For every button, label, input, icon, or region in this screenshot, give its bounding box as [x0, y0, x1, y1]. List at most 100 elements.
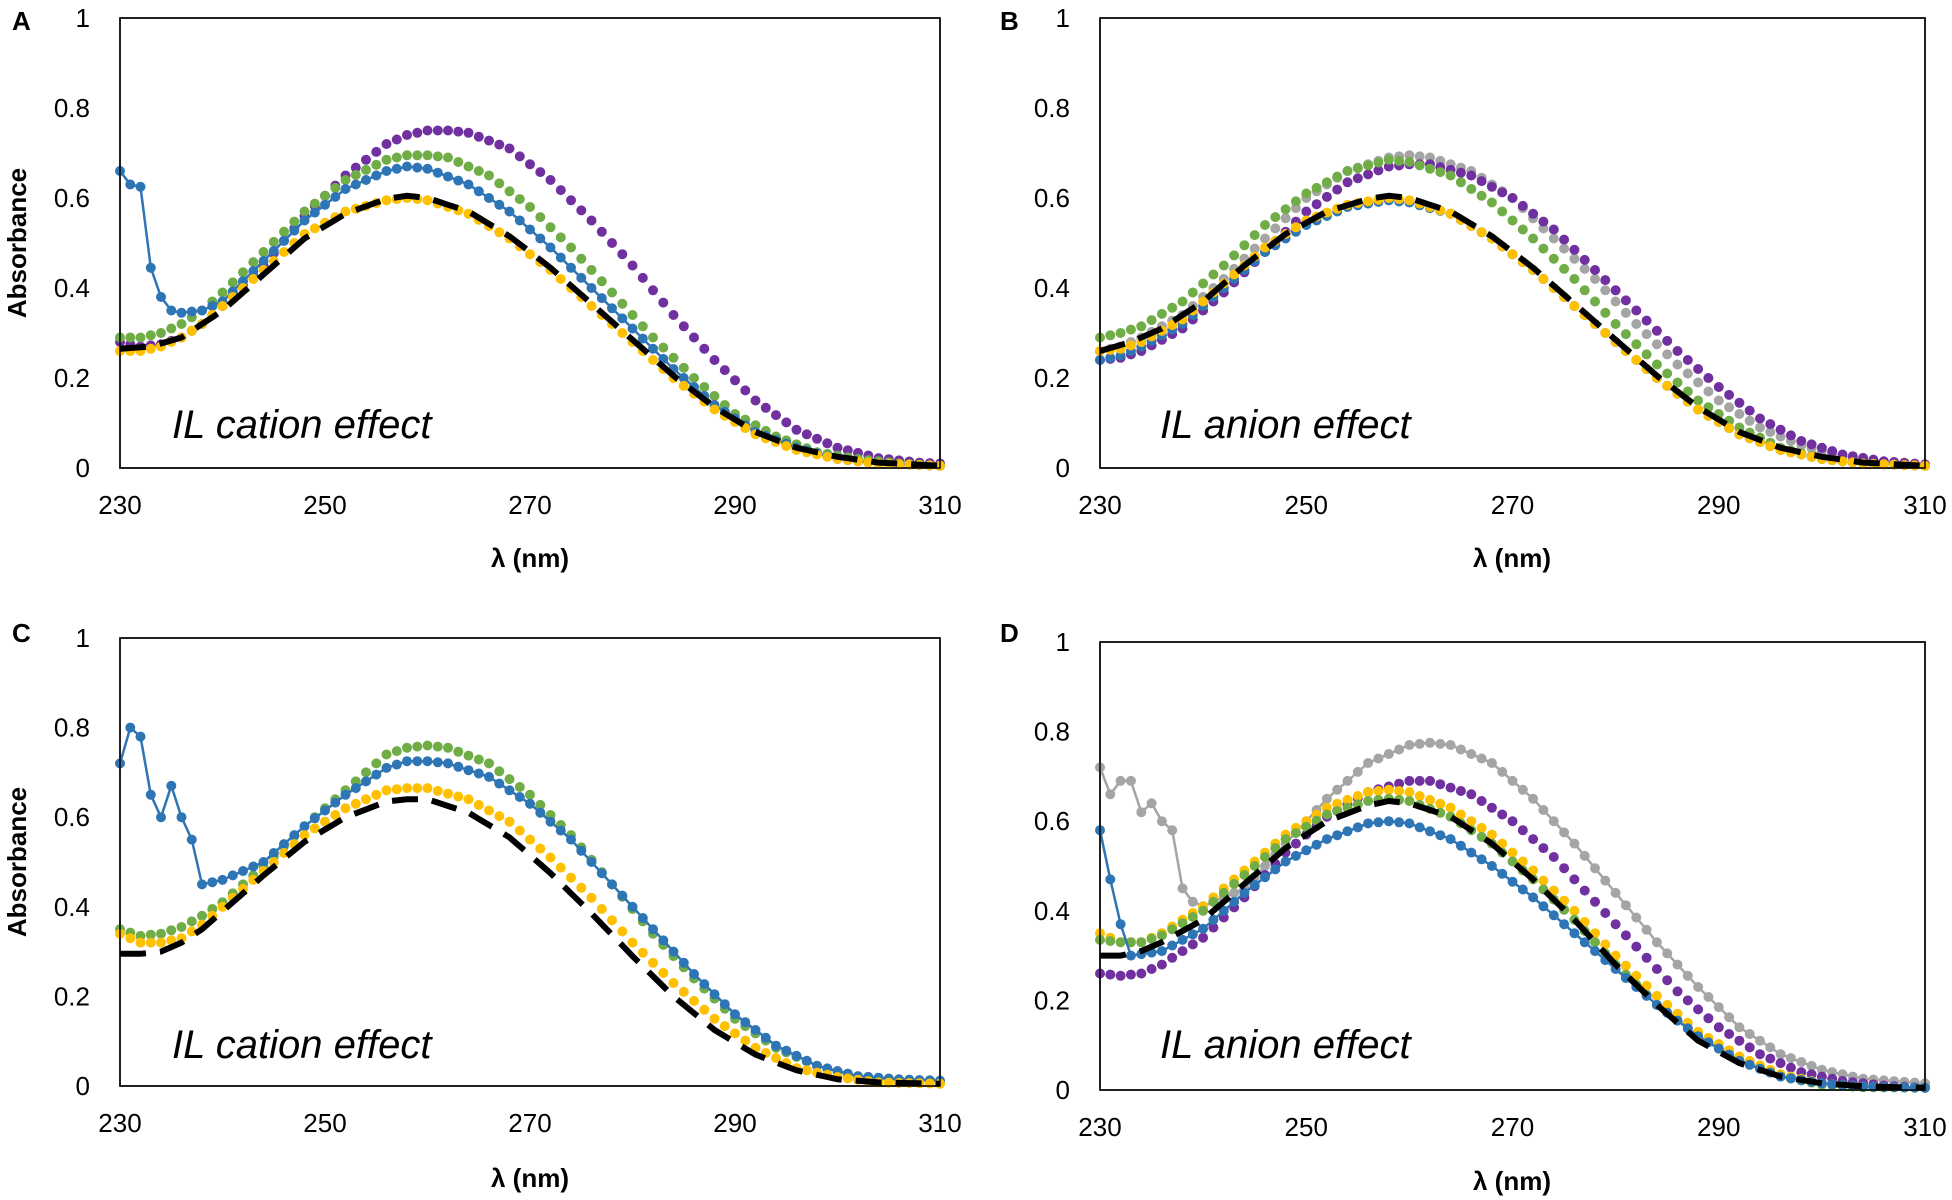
panel-b-purple-point [1662, 335, 1673, 346]
panel-b-x-ticks: 230 250 270 290 310 [1078, 490, 1946, 520]
panel-b-yellow-point [1765, 441, 1776, 452]
panel-a-green-point [494, 178, 505, 189]
panel-a-purple-point [709, 355, 720, 365]
panel-b-green-point [1249, 230, 1260, 241]
panel-d-blue-point [1507, 876, 1518, 887]
panel-d-purple-point [1775, 1058, 1786, 1069]
panel-b-gray-point [1744, 415, 1755, 426]
panel-d-purple-point [1486, 802, 1497, 813]
panel-d-gray-point [1156, 816, 1167, 827]
panel-a-blue-point [453, 175, 464, 186]
panel-b-green-point [1218, 260, 1229, 271]
panel-b-gray-point [1610, 296, 1621, 307]
panel-c-blue-point [627, 901, 638, 912]
panel-c-yellow-point [699, 1004, 710, 1015]
panel-b-purple-point [1806, 439, 1817, 450]
panel-d-green-point [1280, 834, 1291, 845]
panel-d-gray-point [1528, 793, 1539, 804]
panel-d-green-point [1208, 896, 1219, 907]
panel-b-purple-point [1765, 419, 1776, 430]
panel-c-yellow-point [730, 1028, 740, 1039]
panel-b-green-point [1352, 163, 1363, 174]
panel-b-green-point [1239, 240, 1250, 251]
panel-d-blue-point [1455, 840, 1466, 851]
panel-c-blue-point [176, 812, 187, 823]
panel-b-series-reference [1099, 192, 1926, 469]
panel-d-yellow-point [1538, 875, 1549, 886]
panel-c-blue-point [576, 845, 587, 856]
panel-a-green-point [340, 175, 351, 185]
panel-c-green-point [504, 774, 515, 785]
panel-a-green-point [545, 222, 556, 233]
panel-a-purple-point [719, 365, 730, 376]
panel-d-gray-point [1466, 749, 1477, 759]
panel-d-gray-point [1136, 807, 1147, 818]
panel-d-blue-point [1713, 1043, 1724, 1054]
panel-d-gray-point [1394, 744, 1405, 755]
panel-d-green-point [1249, 861, 1260, 871]
panel-a-green-point [596, 276, 607, 287]
panel-b-purple-point [1631, 305, 1642, 316]
panel-b-purple-point [1332, 184, 1343, 195]
panel-a-yellow-point [145, 343, 156, 354]
panel-b-y-tick-label: 0.2 [1034, 363, 1070, 393]
panel-a-blue-point [176, 307, 187, 318]
panel-c-green-point [166, 925, 177, 936]
panel-b-gray-point [1579, 263, 1590, 274]
panel-a-purple-point [422, 125, 433, 136]
panel-d-gray-point [1755, 1035, 1765, 1046]
panel-b-purple-point [1321, 191, 1332, 202]
panel-a-blue-point [473, 186, 484, 197]
panel-d-yellow-point [1620, 960, 1631, 971]
panel-a-green-point [607, 287, 617, 298]
panel-a-purple-point [699, 343, 710, 354]
panel-c-blue-point [586, 857, 597, 867]
panel-c-blue-point [463, 765, 474, 776]
panel-d-purple-point [1394, 778, 1405, 789]
panel-b-x-tick-label: 230 [1078, 490, 1121, 520]
panel-c-blue-point [453, 761, 464, 772]
panel-d-purple-point [1105, 969, 1116, 980]
panel-b-yellow-point [1662, 380, 1673, 391]
panel-b-green-point [1290, 196, 1301, 207]
panel-a-series-reference [119, 192, 941, 469]
panel-a-blue-point [607, 303, 617, 314]
panel-d-gray-point [1455, 744, 1466, 755]
panel-b-yellow-point [1806, 451, 1817, 462]
panel-b-purple-point [1569, 244, 1580, 255]
panel-d-blue-point [1435, 830, 1446, 841]
panel-a-purple-point [381, 139, 392, 149]
panel-c-annotation: IL cation effect [172, 1023, 433, 1067]
panel-b-green-point [1579, 285, 1590, 296]
panel-c-blue-point [678, 957, 689, 968]
panel-b-yellow-point [1125, 340, 1136, 351]
panel-b-purple-point [1311, 199, 1322, 210]
panel-d-yellow-point [1476, 822, 1487, 833]
panel-d-gray-point [1713, 1002, 1724, 1013]
panel-a-blue-point [596, 293, 607, 304]
panel-a-green-point [125, 332, 136, 343]
panel-d-gray-point [1342, 775, 1353, 786]
panel-d-purple-point [1672, 986, 1683, 997]
panel-b-green-point [1383, 154, 1394, 165]
panel-a-purple-point [402, 130, 412, 140]
panel-a-purple-point [627, 260, 638, 271]
panel-d-blue-point [1538, 901, 1549, 912]
panel-c-yellow-point [145, 937, 156, 948]
panel-b-green-point [1404, 157, 1415, 167]
panel-b-gray-point [1651, 339, 1662, 350]
panel-c-yellow-point [125, 933, 136, 944]
panel-d-gray-point [1352, 766, 1363, 777]
panel-a-green-point [391, 152, 402, 163]
panel-a-purple-point [586, 215, 597, 226]
panel-d-purple-point [1414, 775, 1425, 786]
panel-b-green-point [1590, 296, 1600, 307]
panel-d-purple-point [1136, 968, 1147, 979]
panel-b-purple-point [1734, 397, 1745, 408]
panel-d-gray-point [1590, 863, 1600, 874]
panel-b-gray-point [1631, 319, 1642, 329]
panel-d-yellow-point [1507, 847, 1518, 858]
panel-b-green-point [1156, 308, 1167, 319]
panel-c-yellow-point [709, 1013, 720, 1024]
panel-b-gray-point [1414, 151, 1425, 162]
